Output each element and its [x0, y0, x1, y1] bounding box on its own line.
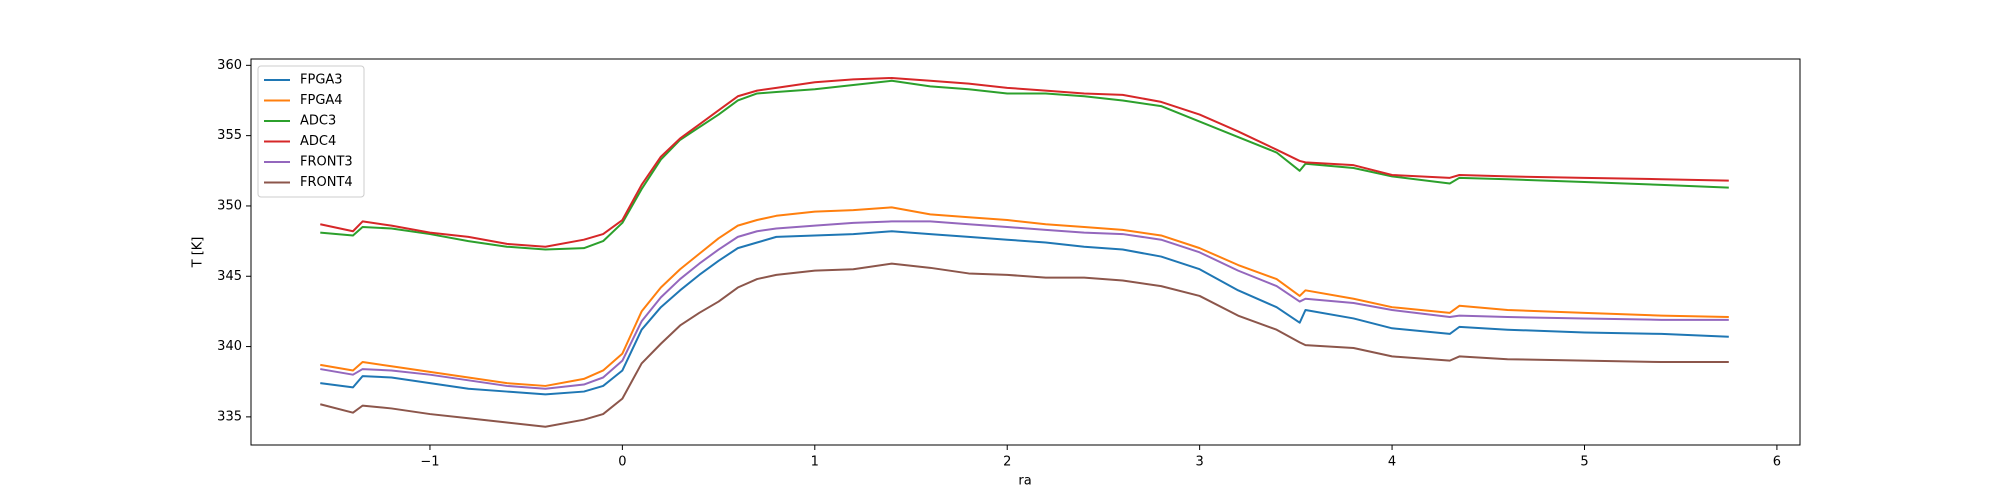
- x-tick-label: −1: [420, 455, 439, 470]
- series-line: [320, 79, 1729, 251]
- x-tick-label: 2: [1003, 455, 1011, 470]
- x-tick-label: 6: [1773, 455, 1781, 470]
- series-line: [320, 206, 1729, 387]
- series-line: [320, 220, 1729, 390]
- series-line: [320, 262, 1729, 428]
- legend-label: FPGA3: [300, 73, 343, 88]
- y-tick-label: 335: [217, 409, 242, 424]
- y-tick-label: 355: [217, 128, 242, 143]
- legend-label: ADC3: [300, 114, 336, 129]
- series-line: [320, 76, 1729, 248]
- series-line: [320, 230, 1729, 396]
- legend-label: FPGA4: [300, 93, 343, 108]
- legend-label: ADC4: [300, 134, 336, 149]
- x-tick-label: 1: [811, 455, 819, 470]
- x-tick-label: 4: [1388, 455, 1396, 470]
- legend-box: [257, 65, 365, 198]
- x-tick-label: 0: [618, 455, 626, 470]
- x-tick-label: 5: [1580, 455, 1588, 470]
- plot-frame: [250, 58, 1801, 446]
- y-tick-label: 360: [217, 58, 242, 73]
- y-tick-label: 340: [217, 339, 242, 354]
- legend-label: FRONT3: [300, 155, 353, 170]
- y-axis-label: T [K]: [191, 237, 206, 269]
- legend-label: FRONT4: [300, 175, 353, 190]
- x-tick-label: 3: [1196, 455, 1204, 470]
- y-tick-label: 345: [217, 269, 242, 284]
- x-axis-label: ra: [1018, 474, 1031, 489]
- y-tick-label: 350: [217, 198, 242, 213]
